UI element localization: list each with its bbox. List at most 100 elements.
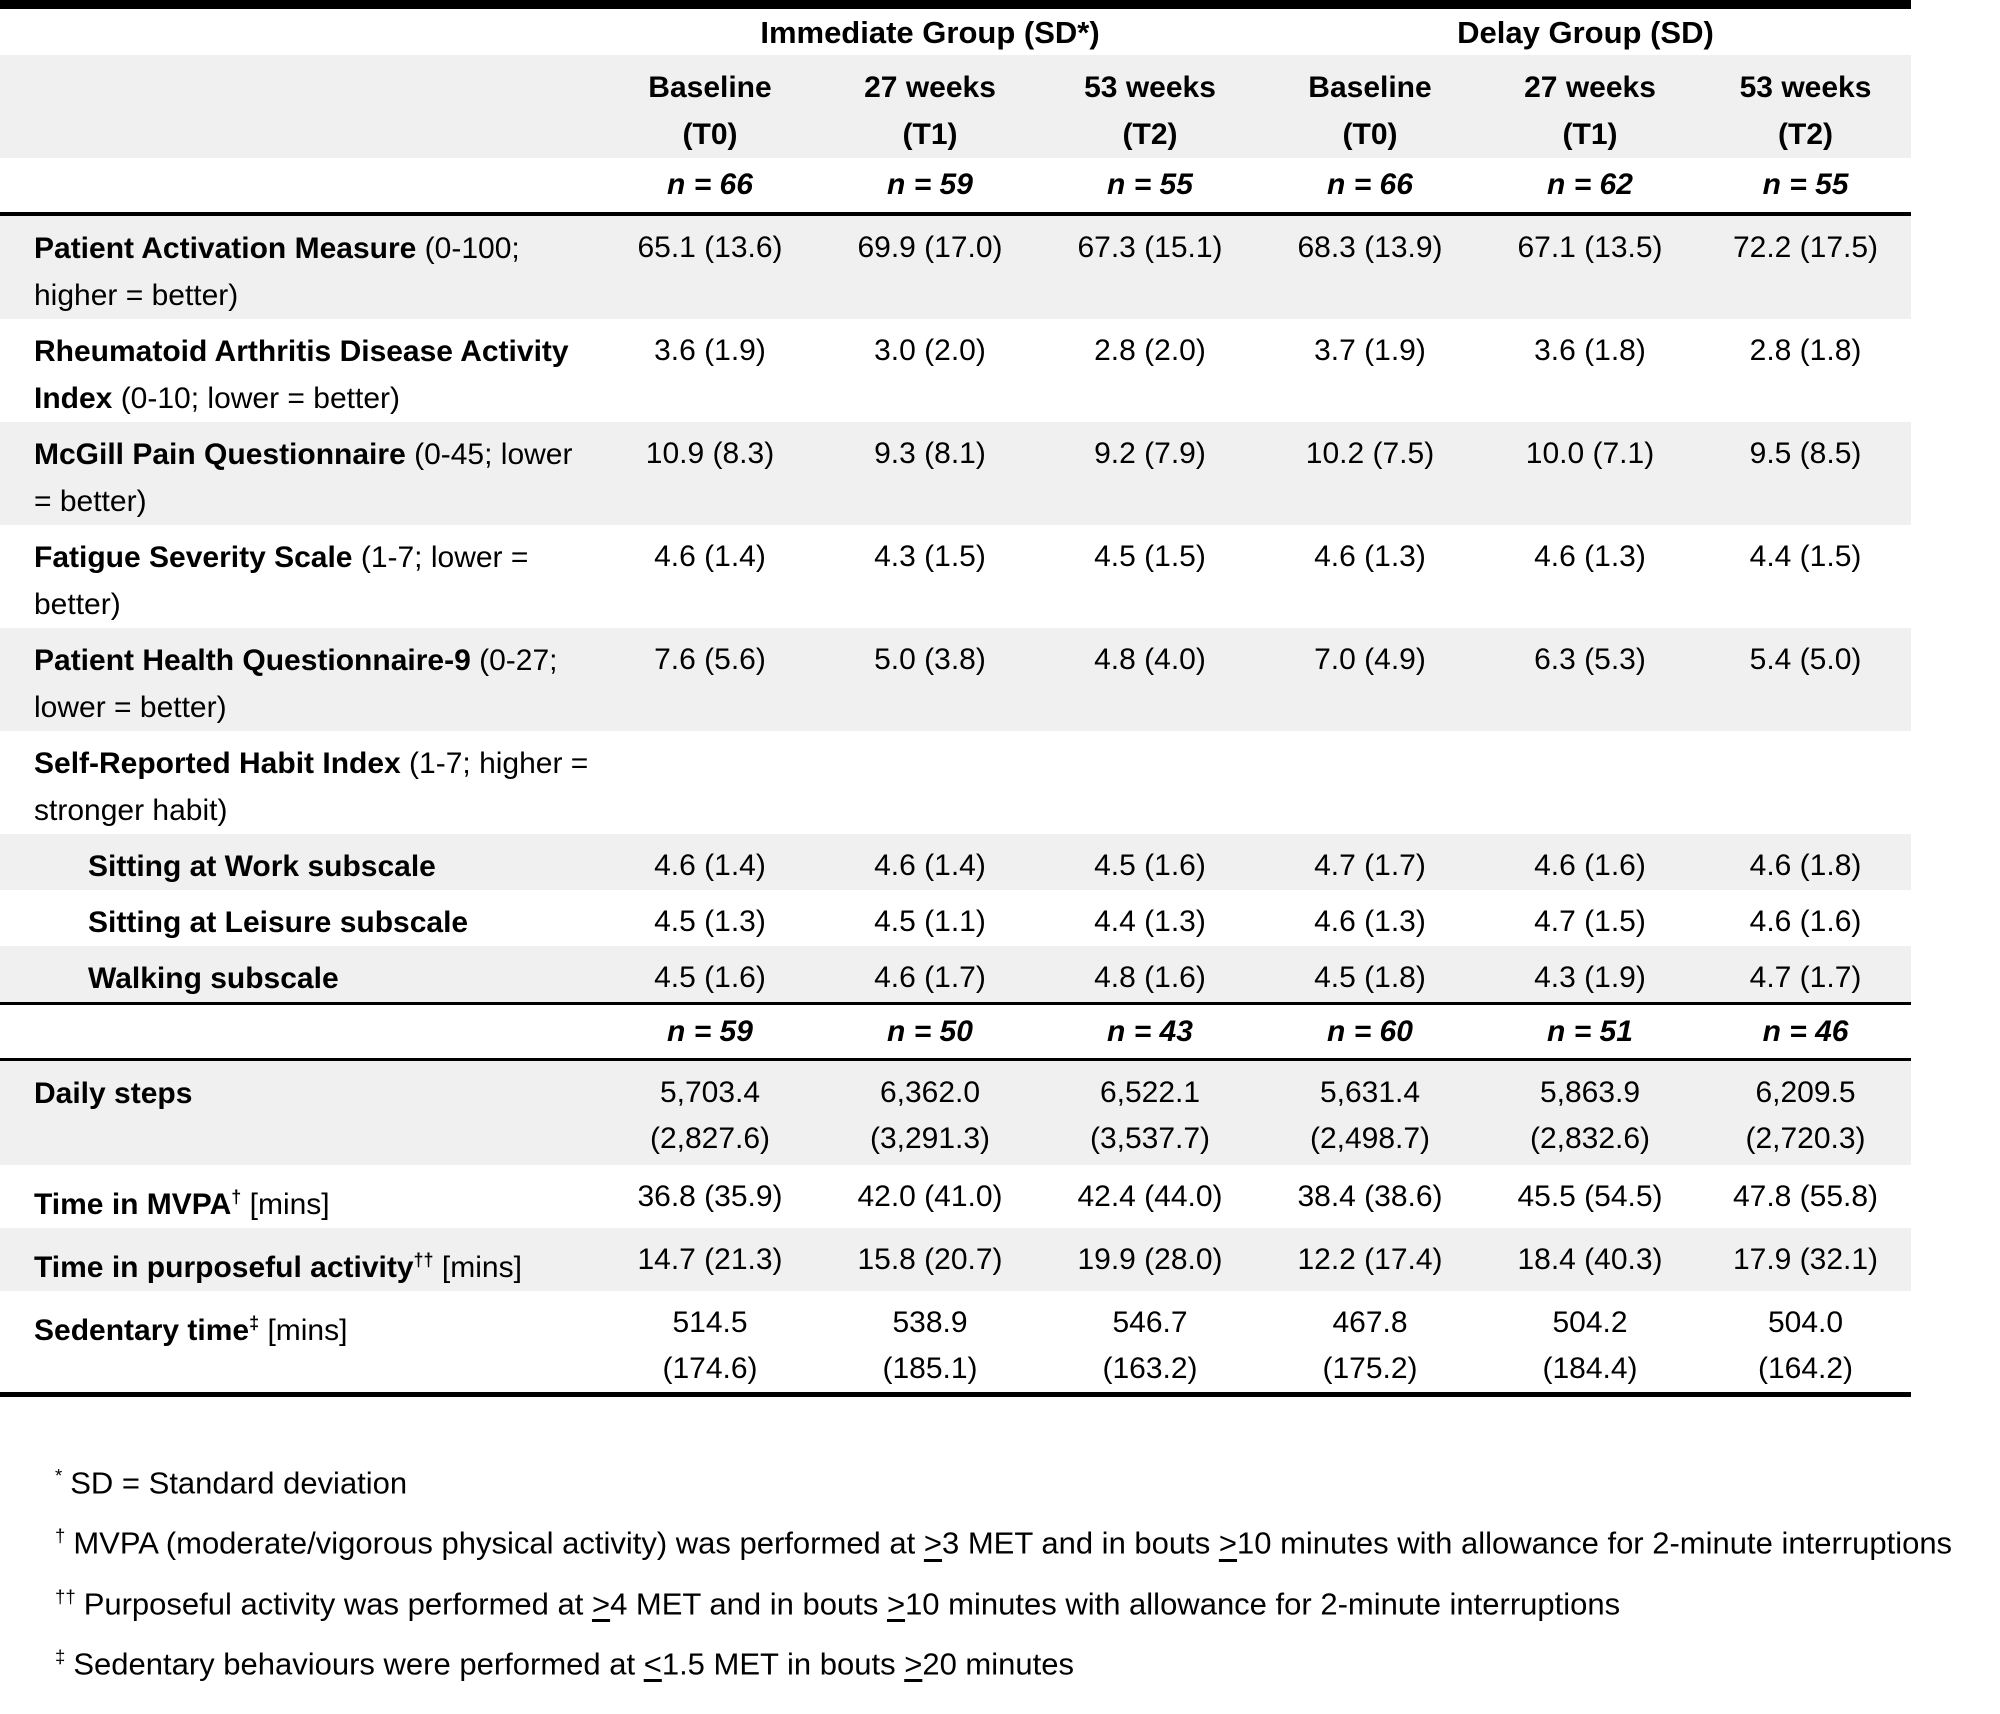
value-cell: 47.8 (55.8) [1732, 1180, 1879, 1213]
value-cell [820, 731, 1040, 834]
empty-cell [0, 1003, 600, 1059]
row-label: Time in MVPA† [mins] [34, 1187, 330, 1221]
column-header-immediate-t0: Baseline (T0) [648, 70, 772, 151]
table-row: Rheumatoid Arthritis Disease Activity In… [0, 319, 1911, 422]
value-cell: 17.9 (32.1) [1732, 1243, 1879, 1276]
value-cell: 4.5 (1.8) [1314, 960, 1426, 994]
value-cell: 4.8 (4.0) [1094, 642, 1206, 676]
group-header-row: Immediate Group (SD*) Delay Group (SD) [0, 5, 1911, 55]
empty-corner-cell [0, 5, 600, 55]
value-cell: 42.0 (41.0) [857, 1180, 1003, 1213]
value-cell: 12.2 (17.4) [1297, 1243, 1443, 1276]
sample-size-row: n = 59 n = 50 n = 43 n = 60 n = 51 n = 4… [0, 1003, 1912, 1059]
value-cell: 5,631.4 (2,498.7) [1309, 1075, 1431, 1155]
table-row: Walking subscale 4.5 (1.6) 4.6 (1.7) 4.8… [0, 945, 1912, 1003]
value-cell: 69.9 (17.0) [857, 230, 1003, 264]
table-row: Patient Health Questionnaire-9 (0-27; lo… [0, 627, 1912, 731]
value-cell [1480, 731, 1700, 834]
table-row: Daily steps 5,703.4 (2,827.6) 6,362.0 (3… [0, 1059, 1912, 1165]
column-header-delay-t0: Baseline (T0) [1308, 70, 1432, 151]
value-cell: 5,703.4 (2,827.6) [649, 1075, 771, 1155]
value-cell: 4.5 (1.1) [874, 904, 986, 938]
value-cell: 72.2 (17.5) [1732, 230, 1879, 264]
value-cell: 10.0 (7.1) [1525, 436, 1655, 470]
value-cell: 4.5 (1.5) [1094, 539, 1206, 573]
value-cell: 4.7 (1.7) [1314, 848, 1426, 882]
dagger-marker: † [55, 1525, 66, 1547]
value-cell: 504.0 (164.2) [1757, 1306, 1854, 1385]
footnotes: * SD = Standard deviation † MVPA (moderate… [55, 1449, 1955, 1690]
value-cell: 68.3 (13.9) [1297, 230, 1443, 264]
sample-size-cell: n = 43 [1107, 1014, 1193, 1048]
asterisk-marker: * [55, 1465, 63, 1486]
value-cell: 7.6 (5.6) [654, 642, 766, 676]
column-header-delay-t2: 53 weeks (T2) [1739, 70, 1872, 151]
value-cell: 4.6 (1.7) [874, 960, 986, 994]
value-cell [1260, 731, 1480, 834]
value-cell: 4.6 (1.3) [1314, 539, 1426, 573]
value-cell: 2.8 (2.0) [1094, 333, 1206, 367]
value-cell: 9.2 (7.9) [1094, 436, 1206, 470]
diesis-marker: ‡ [55, 1645, 66, 1667]
value-cell [600, 731, 820, 834]
sample-size-cell: n = 50 [887, 1014, 973, 1048]
group-header-immediate: Immediate Group (SD*) [760, 15, 1100, 50]
table-row: Sedentary time‡ [mins] 514.5 (174.6) 538… [0, 1291, 1911, 1395]
value-cell: 3.6 (1.8) [1534, 333, 1646, 367]
table-row: Self-Reported Habit Index (1-7; higher =… [0, 731, 1911, 834]
value-cell: 4.5 (1.6) [654, 960, 766, 994]
sample-size-cell: n = 51 [1547, 1014, 1633, 1048]
value-cell: 4.7 (1.7) [1749, 960, 1862, 994]
row-label: Patient Health Questionnaire-9 (0-27; lo… [34, 643, 558, 724]
value-cell: 4.4 (1.5) [1749, 539, 1862, 573]
value-cell: 3.0 (2.0) [874, 333, 986, 367]
value-cell: 67.1 (13.5) [1517, 230, 1663, 264]
row-label: Daily steps [34, 1076, 193, 1110]
value-cell: 4.5 (1.3) [654, 904, 766, 938]
value-cell: 2.8 (1.8) [1749, 333, 1862, 367]
sample-size-cell: n = 46 [1762, 1014, 1849, 1048]
value-cell: 4.8 (1.6) [1094, 960, 1206, 994]
row-label: Sitting at Leisure subscale [88, 905, 469, 939]
value-cell: 4.5 (1.6) [1094, 848, 1206, 882]
empty-header-cell [0, 55, 600, 158]
row-label: Time in purposeful activity†† [mins] [34, 1250, 522, 1284]
diesis-marker: ‡ [249, 1313, 260, 1333]
column-header-delay-t1: 27 weeks (T1) [1524, 70, 1656, 151]
value-cell: 6.3 (5.3) [1534, 642, 1646, 676]
value-cell: 19.9 (28.0) [1077, 1243, 1223, 1276]
value-cell: 65.1 (13.6) [637, 230, 783, 264]
value-cell: 6,209.5 (2,720.3) [1745, 1075, 1866, 1155]
dagger-marker: † [231, 1187, 242, 1207]
value-cell: 4.6 (1.4) [654, 539, 766, 573]
value-cell: 15.8 (20.7) [857, 1243, 1003, 1276]
table-row: Sitting at Work subscale 4.6 (1.4) 4.6 (… [0, 833, 1912, 890]
value-cell: 4.6 (1.3) [1534, 539, 1646, 573]
value-cell: 514.5 (174.6) [662, 1306, 758, 1385]
value-cell: 18.4 (40.3) [1517, 1243, 1663, 1276]
sample-size-cell: n = 59 [887, 167, 973, 201]
sample-size-cell: n = 55 [1762, 167, 1849, 201]
value-cell: 4.4 (1.3) [1094, 904, 1206, 938]
value-cell: 4.7 (1.5) [1534, 904, 1646, 938]
value-cell: 4.6 (1.4) [654, 848, 766, 882]
value-cell: 3.7 (1.9) [1314, 333, 1426, 367]
sample-size-cell: n = 66 [667, 167, 753, 201]
timepoint-header-row: Baseline (T0) 27 weeks (T1) 53 weeks (T2) B… [0, 54, 1912, 158]
value-cell: 10.9 (8.3) [645, 436, 775, 470]
value-cell: 67.3 (15.1) [1077, 230, 1223, 264]
value-cell: 42.4 (44.0) [1077, 1180, 1223, 1213]
value-cell: 14.7 (21.3) [637, 1243, 783, 1276]
table-row: Time in MVPA† [mins] 36.8 (35.9) 42.0 (4… [0, 1165, 1911, 1228]
value-cell: 5,863.9 (2,832.6) [1529, 1075, 1651, 1155]
value-cell [1040, 731, 1260, 834]
value-cell: 4.6 (1.4) [874, 848, 986, 882]
table-row: Patient Activation Measure (0-100; highe… [0, 213, 1912, 319]
row-label: Patient Activation Measure (0-100; highe… [34, 231, 520, 312]
double-dagger-marker: †† [55, 1585, 76, 1607]
outcomes-table: Immediate Group (SD*) Delay Group (SD) B… [0, 0, 1912, 1397]
value-cell: 4.6 (1.6) [1534, 848, 1646, 882]
table-row: Sitting at Leisure subscale 4.5 (1.3) 4.… [0, 890, 1911, 946]
double-dagger-marker: †† [413, 1250, 434, 1270]
value-cell: 546.7 (163.2) [1102, 1306, 1198, 1385]
